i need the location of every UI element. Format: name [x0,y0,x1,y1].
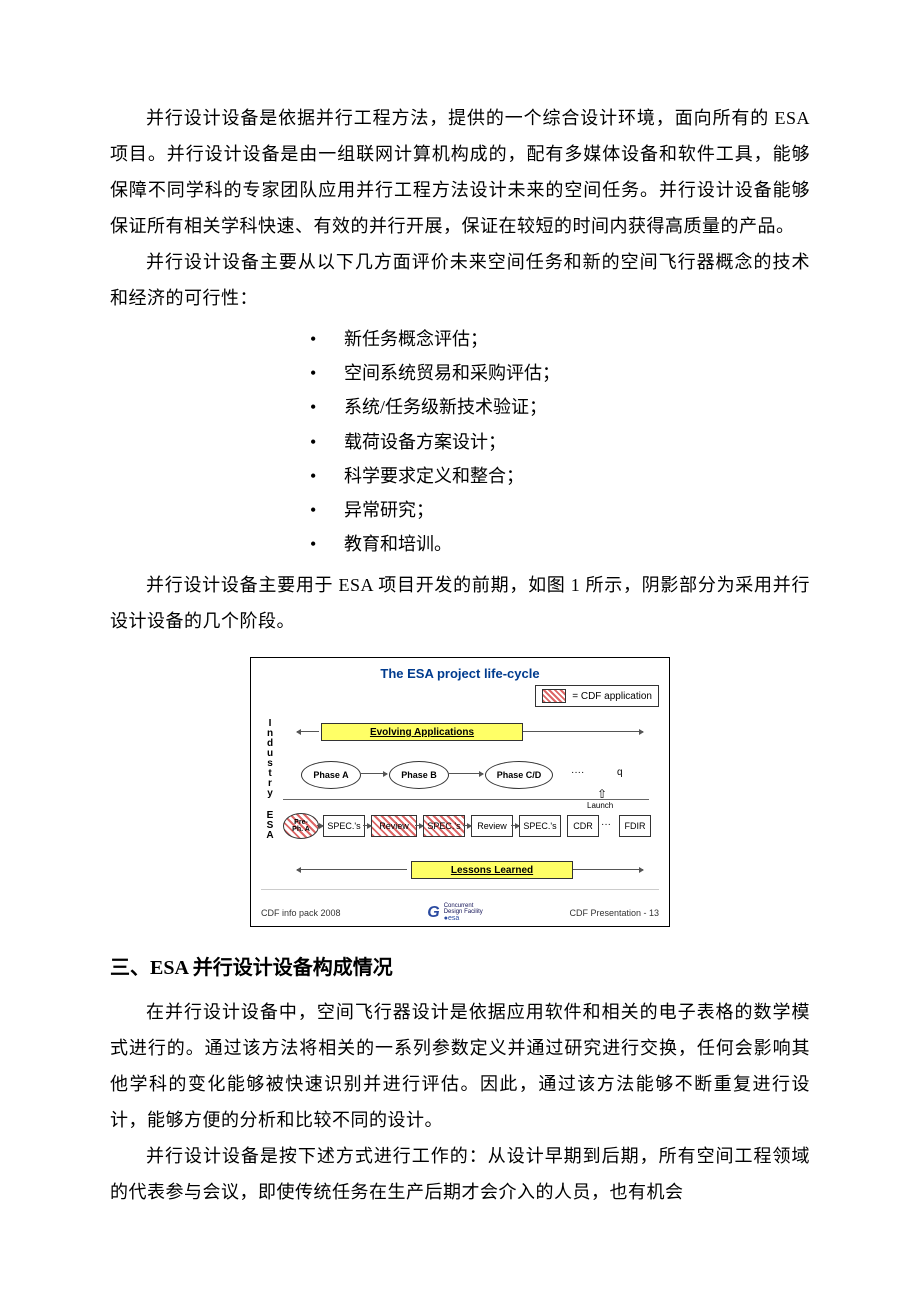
esa-row-label: E S A [265,811,275,841]
esa-logo-icon: G Concurrent Design Facility ●esa [427,903,482,922]
divider-line [283,799,649,800]
list-item: 系统/任务级新技术验证； [310,390,810,424]
divider-line [261,889,659,890]
figure-footer: CDF info pack 2008 G Concurrent Design F… [261,899,659,922]
review-box: Review [371,815,417,837]
spec-box: SPEC.'s [323,815,365,837]
arrow-icon [361,773,387,774]
dots-icon: ··· [601,819,611,830]
list-item: 新任务概念评估； [310,322,810,356]
industry-row-label: I n d u s t r y [265,719,275,799]
arrow-icon [523,731,643,732]
list-item: 科学要求定义和整合； [310,459,810,493]
up-arrow-icon: ⇧ [597,787,607,801]
fdir-box: FDIR [619,815,651,837]
arrow-icon [297,869,407,870]
footer-right-text: CDF Presentation - 13 [569,908,659,918]
legend-label: = CDF application [572,691,652,702]
intro-paragraph-1: 并行设计设备是依据并行工程方法，提供的一个综合设计环境，面向所有的 ESA 项目… [110,100,810,244]
legend-swatch-icon [542,689,566,703]
section-3-heading: 三、ESA 并行设计设备构成情况 [110,951,810,980]
phase-a-oval: Phase A [301,761,361,789]
launch-label: Launch [587,801,613,810]
spec-box-3: SPEC.'s [519,815,561,837]
footer-left-text: CDF info pack 2008 [261,908,341,918]
arrow-icon [297,731,319,732]
figure-1-wrapper: The ESA project life-cycle = CDF applica… [110,657,810,927]
lessons-learned-bar: Lessons Learned [411,861,573,879]
figure-title: The ESA project life-cycle [261,666,659,681]
intro-paragraph-2: 并行设计设备主要从以下几方面评价未来空间任务和新的空间飞行器概念的技术和经济的可… [110,244,810,316]
intro-paragraph-3: 并行设计设备主要用于 ESA 项目开发的前期，如图 1 所示，阴影部分为采用并行… [110,567,810,639]
figure-1: The ESA project life-cycle = CDF applica… [250,657,670,927]
logo-g: G [427,904,439,922]
legend-inner: = CDF application [535,685,659,707]
figure-legend: = CDF application [261,685,659,707]
section-3-paragraph-1: 在并行设计设备中，空间飞行器设计是依据应用软件和相关的电子表格的数学模式进行的。… [110,994,810,1138]
arrow-icon [449,773,483,774]
list-item: 载荷设备方案设计； [310,425,810,459]
arrow-icon [511,825,519,826]
phase-cd-oval: Phase C/D [485,761,553,789]
pre-phase-a-oval: Pre- Ph. A [283,813,319,839]
q-label: q [617,767,623,778]
review-box-2: Review [471,815,513,837]
arrow-icon [363,825,371,826]
logo-esa: ●esa [444,915,483,922]
arrow-icon [317,825,323,826]
list-item: 空间系统贸易和采购评估； [310,356,810,390]
spec-box-2: SPEC.'s [423,815,465,837]
arrow-icon [573,869,643,870]
document-page: 并行设计设备是依据并行工程方法，提供的一个综合设计环境，面向所有的 ESA 项目… [0,0,920,1302]
phase-b-oval: Phase B [389,761,449,789]
arrow-icon [415,825,423,826]
arrow-icon [463,825,471,826]
cdr-box: CDR [567,815,599,837]
list-item: 异常研究； [310,493,810,527]
section-3-paragraph-2: 并行设计设备是按下述方式进行工作的：从设计早期到后期，所有空间工程领域的代表参与… [110,1138,810,1210]
feasibility-bullet-list: 新任务概念评估； 空间系统贸易和采购评估； 系统/任务级新技术验证； 载荷设备方… [110,322,810,561]
evolving-applications-bar: Evolving Applications [321,723,523,741]
list-item: 教育和培训。 [310,527,810,561]
dots-icon: ···· [571,767,584,778]
lifecycle-diagram: I n d u s t r y Evolving Applications Ph… [261,719,659,899]
